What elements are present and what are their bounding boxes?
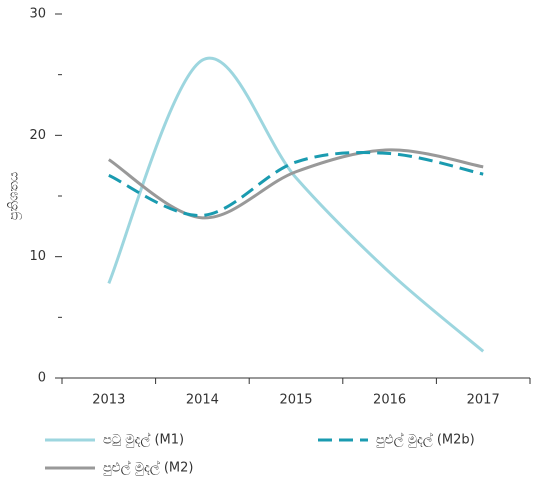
x-tick-label: 2013 xyxy=(92,393,125,408)
y-tick-label: 10 xyxy=(29,249,46,264)
x-tick-label: 2017 xyxy=(467,393,500,408)
x-tick-label: 2015 xyxy=(279,393,312,408)
y-tick-label: 0 xyxy=(38,371,46,386)
x-tick-label: 2014 xyxy=(186,393,219,408)
legend-label: පටු මුදල් (M1) xyxy=(103,431,184,447)
legend-label: පුළුල් මුදල් (M2b) xyxy=(376,431,475,447)
y-tick-label: 30 xyxy=(29,7,46,22)
series-line xyxy=(107,148,484,220)
y-axis-label: ප්‍රතිශතය xyxy=(7,172,22,221)
series-line xyxy=(107,56,485,353)
y-tick-label: 20 xyxy=(29,128,46,143)
x-tick-label: 2016 xyxy=(373,393,406,408)
legend-label: පුළුල් මුදල් (M2) xyxy=(103,459,194,475)
series-line xyxy=(108,151,484,217)
